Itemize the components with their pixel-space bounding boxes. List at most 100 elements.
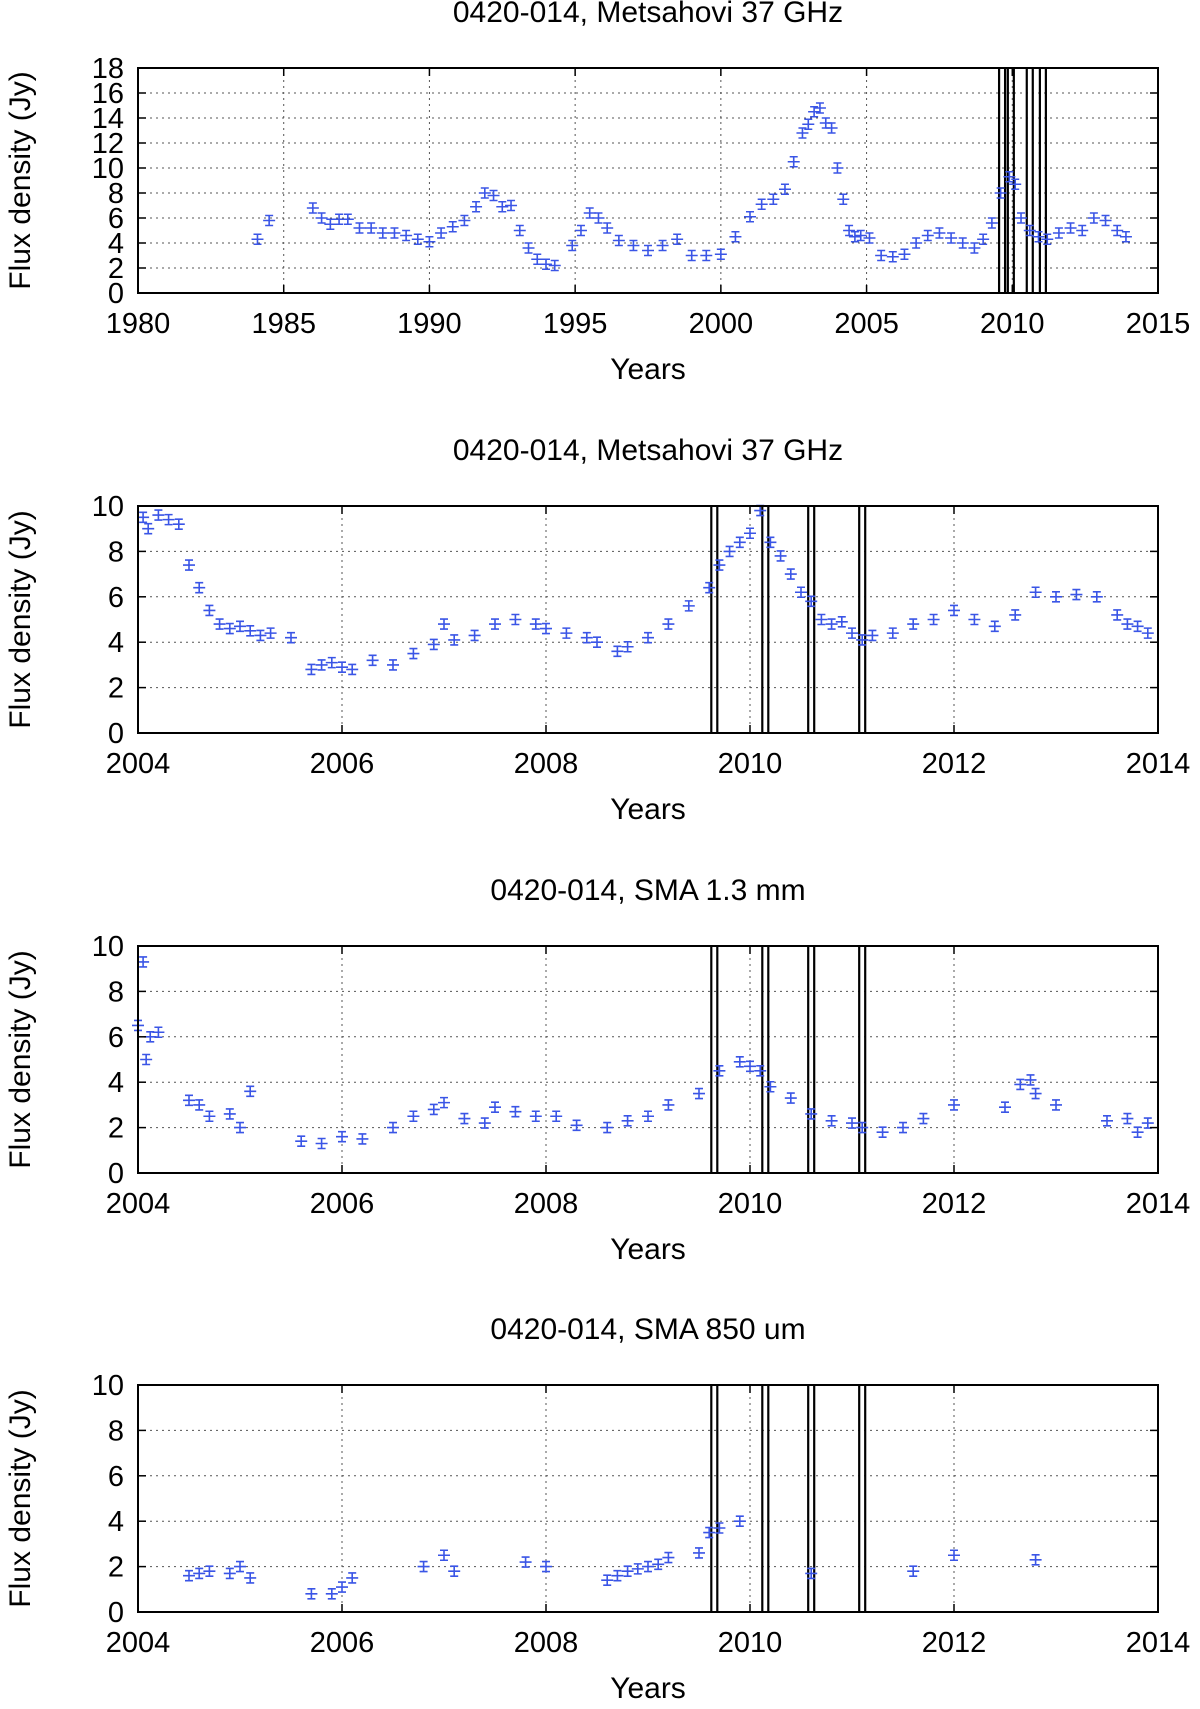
- data-point: [956, 237, 969, 249]
- data-point: [387, 659, 399, 671]
- data-point: [846, 627, 858, 639]
- data-point: [142, 522, 155, 535]
- data-point: [1121, 1112, 1134, 1125]
- data-point: [1029, 1087, 1042, 1100]
- data-point: [234, 1560, 246, 1573]
- x-tick-label: 2015: [1126, 308, 1191, 340]
- data-point: [478, 187, 491, 199]
- data-point: [140, 1053, 153, 1066]
- chart-title: 0420-014, SMA 1.3 mm: [490, 874, 805, 907]
- data-point: [1119, 230, 1132, 243]
- data-point: [754, 1065, 767, 1077]
- plot-frame: [137, 1384, 1159, 1613]
- data-point: [601, 1121, 614, 1134]
- data-point: [611, 645, 624, 658]
- data-point: [458, 214, 471, 227]
- data-point: [1111, 609, 1124, 621]
- data-point: [388, 227, 401, 239]
- chart-title: 0420-014, SMA 850 um: [490, 1313, 805, 1346]
- data-point: [825, 618, 838, 630]
- data-point: [642, 1110, 654, 1123]
- data-point: [1064, 222, 1077, 234]
- data-point: [994, 187, 1007, 199]
- data-point: [435, 227, 448, 239]
- data-point: [560, 627, 573, 639]
- data-point: [251, 233, 264, 246]
- data-point: [856, 1121, 869, 1134]
- data-point: [417, 1560, 430, 1573]
- data-point: [592, 212, 605, 224]
- data-point: [907, 1565, 920, 1577]
- data-point: [1029, 1553, 1042, 1566]
- data-point: [733, 536, 746, 549]
- data-point: [244, 1572, 257, 1584]
- data-point: [254, 629, 267, 642]
- data-point: [802, 118, 815, 131]
- data-point: [1015, 212, 1028, 224]
- data-point: [1131, 1126, 1144, 1138]
- x-tick-label: 2000: [689, 308, 754, 340]
- data-point: [519, 1556, 532, 1568]
- x-tick-label: 2012: [922, 1627, 987, 1659]
- data-point: [387, 1121, 399, 1134]
- data-point: [183, 1569, 195, 1582]
- x-tick-label: 2004: [106, 748, 171, 780]
- data-point: [574, 224, 587, 237]
- y-tick-label: 0: [108, 718, 124, 750]
- data-point: [764, 1080, 777, 1093]
- data-point: [376, 227, 389, 239]
- data-point: [1090, 591, 1103, 603]
- plot-frame: [137, 67, 1159, 294]
- data-point: [438, 1096, 450, 1109]
- data-point: [856, 634, 869, 646]
- data-point: [193, 581, 206, 594]
- data-point: [1032, 230, 1045, 243]
- series-sma-1.3-mm: [132, 956, 1154, 1150]
- data-point: [917, 1112, 930, 1125]
- data-point: [548, 259, 561, 272]
- data-point: [183, 559, 195, 571]
- x-tick-label: 2006: [310, 1627, 375, 1659]
- data-point: [244, 625, 257, 637]
- data-point: [968, 242, 981, 254]
- data-point: [365, 222, 378, 234]
- data-point: [825, 122, 838, 134]
- data-point: [183, 1094, 195, 1107]
- data-point: [223, 1567, 236, 1580]
- data-point: [305, 1588, 318, 1600]
- data-point: [1070, 588, 1083, 601]
- plot-frame: [137, 945, 1159, 1174]
- x-tick-label: 2004: [106, 1627, 171, 1659]
- data-point: [1141, 627, 1154, 639]
- x-tick-label: 2006: [310, 748, 375, 780]
- data-point: [713, 559, 726, 571]
- y-tick-label: 4: [108, 228, 124, 260]
- data-point: [985, 217, 998, 229]
- data-point: [744, 210, 756, 223]
- x-tick-label: 2005: [834, 308, 899, 340]
- data-point: [700, 249, 713, 262]
- data-point: [341, 213, 354, 226]
- data-point: [988, 620, 1001, 633]
- data-point: [264, 627, 277, 639]
- data-point: [685, 249, 698, 262]
- data-point: [427, 638, 440, 651]
- data-point: [336, 1130, 348, 1143]
- data-point: [876, 1126, 889, 1138]
- series-metsahovi-37-ghz: [251, 102, 1132, 272]
- plot-frame: [137, 505, 1159, 734]
- data-point: [1099, 214, 1112, 227]
- data-point: [784, 568, 797, 580]
- y-axis-label: Flux density (Jy): [4, 71, 37, 289]
- x-tick-label: 2010: [718, 1627, 783, 1659]
- data-point: [1041, 233, 1054, 246]
- data-point: [1131, 620, 1144, 633]
- data-point: [866, 629, 879, 642]
- data-point: [137, 956, 150, 968]
- y-axis-label: Flux density (Jy): [4, 1389, 37, 1607]
- data-point: [733, 1515, 746, 1527]
- data-point: [611, 1569, 624, 1582]
- data-point: [831, 162, 844, 174]
